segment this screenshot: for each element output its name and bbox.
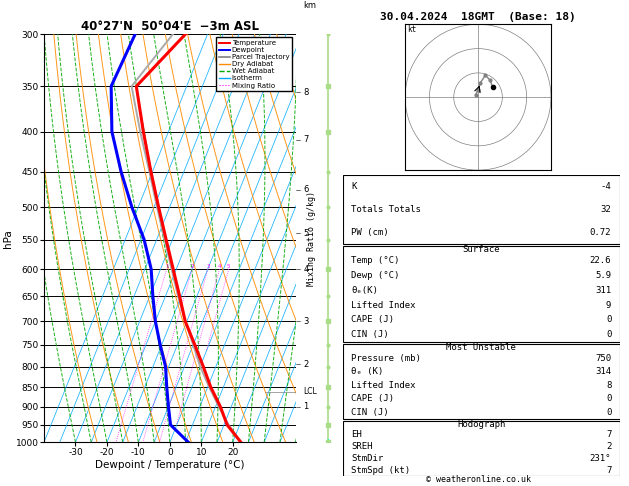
Text: LCL: LCL bbox=[304, 387, 317, 397]
Text: Mixing Ratio (g/kg): Mixing Ratio (g/kg) bbox=[307, 191, 316, 286]
Text: 6: 6 bbox=[304, 185, 309, 194]
Text: 32: 32 bbox=[601, 205, 611, 214]
Text: K: K bbox=[351, 182, 357, 191]
Text: 1: 1 bbox=[304, 402, 309, 411]
Bar bbox=[343, 344, 620, 419]
Text: 30.04.2024  18GMT  (Base: 18): 30.04.2024 18GMT (Base: 18) bbox=[380, 12, 576, 22]
Text: 3: 3 bbox=[206, 264, 209, 269]
Text: 0.72: 0.72 bbox=[590, 228, 611, 237]
Text: StmDir: StmDir bbox=[351, 454, 383, 463]
Text: 4: 4 bbox=[218, 264, 221, 269]
Text: CIN (J): CIN (J) bbox=[351, 330, 389, 339]
Text: 8: 8 bbox=[304, 87, 309, 97]
Text: Lifted Index: Lifted Index bbox=[351, 301, 416, 310]
Text: 7: 7 bbox=[606, 466, 611, 475]
Text: EH: EH bbox=[351, 430, 362, 438]
Bar bbox=[343, 246, 620, 342]
Text: kt: kt bbox=[408, 25, 417, 34]
Y-axis label: hPa: hPa bbox=[3, 229, 13, 247]
Text: 7: 7 bbox=[304, 136, 309, 144]
Text: θₑ(K): θₑ(K) bbox=[351, 286, 378, 295]
Text: 22.6: 22.6 bbox=[590, 256, 611, 265]
Text: StmSpd (kt): StmSpd (kt) bbox=[351, 466, 410, 475]
Text: Most Unstable: Most Unstable bbox=[446, 343, 516, 352]
Text: 0: 0 bbox=[606, 315, 611, 325]
Text: Totals Totals: Totals Totals bbox=[351, 205, 421, 214]
Text: CIN (J): CIN (J) bbox=[351, 408, 389, 417]
Text: -4: -4 bbox=[601, 182, 611, 191]
Text: Lifted Index: Lifted Index bbox=[351, 381, 416, 390]
Text: 2: 2 bbox=[304, 360, 309, 369]
Text: SREH: SREH bbox=[351, 442, 372, 451]
X-axis label: Dewpoint / Temperature (°C): Dewpoint / Temperature (°C) bbox=[95, 460, 245, 469]
Text: 5: 5 bbox=[304, 229, 309, 238]
Text: 311: 311 bbox=[595, 286, 611, 295]
Text: Temp (°C): Temp (°C) bbox=[351, 256, 399, 265]
Text: 9: 9 bbox=[606, 301, 611, 310]
Text: 314: 314 bbox=[595, 367, 611, 376]
Text: Hodograph: Hodograph bbox=[457, 420, 505, 429]
Legend: Temperature, Dewpoint, Parcel Trajectory, Dry Adiabat, Wet Adiabat, Isotherm, Mi: Temperature, Dewpoint, Parcel Trajectory… bbox=[216, 37, 292, 91]
Text: 0: 0 bbox=[606, 330, 611, 339]
Text: 3: 3 bbox=[304, 317, 309, 326]
Text: km: km bbox=[304, 0, 316, 10]
Text: 0: 0 bbox=[606, 408, 611, 417]
Text: 7: 7 bbox=[606, 430, 611, 438]
Text: 1: 1 bbox=[165, 264, 169, 269]
Text: 5: 5 bbox=[227, 264, 230, 269]
Text: 5.9: 5.9 bbox=[595, 271, 611, 280]
Text: Surface: Surface bbox=[462, 245, 500, 254]
Text: 2: 2 bbox=[606, 442, 611, 451]
Bar bbox=[343, 420, 620, 476]
Text: Pressure (mb): Pressure (mb) bbox=[351, 353, 421, 363]
Text: 750: 750 bbox=[595, 353, 611, 363]
Text: 0: 0 bbox=[606, 394, 611, 403]
Text: 4: 4 bbox=[304, 264, 309, 274]
Text: CAPE (J): CAPE (J) bbox=[351, 315, 394, 325]
Text: θₑ (K): θₑ (K) bbox=[351, 367, 383, 376]
Text: Dewp (°C): Dewp (°C) bbox=[351, 271, 399, 280]
Text: 2: 2 bbox=[191, 264, 194, 269]
Title: 40°27'N  50°04'E  −3m ASL: 40°27'N 50°04'E −3m ASL bbox=[81, 20, 259, 33]
Text: PW (cm): PW (cm) bbox=[351, 228, 389, 237]
Text: CAPE (J): CAPE (J) bbox=[351, 394, 394, 403]
Text: © weatheronline.co.uk: © weatheronline.co.uk bbox=[426, 474, 530, 484]
Text: 8: 8 bbox=[606, 381, 611, 390]
Bar bbox=[343, 175, 620, 244]
Text: 231°: 231° bbox=[590, 454, 611, 463]
